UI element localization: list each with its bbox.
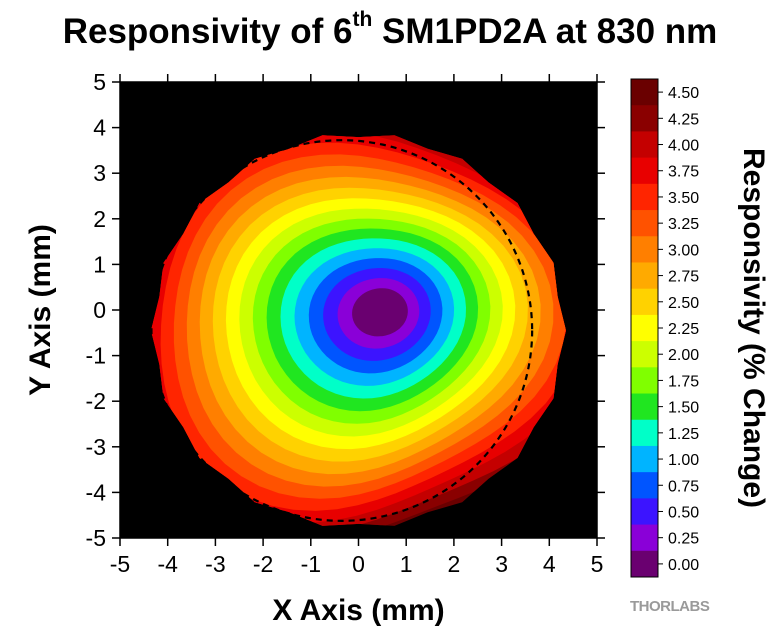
colorbar-swatch bbox=[631, 79, 658, 106]
y-axis-label: Y Axis (mm) bbox=[24, 224, 57, 396]
colorbar-swatch bbox=[631, 498, 658, 526]
x-tick-label: 3 bbox=[495, 551, 508, 577]
axes: -5 -4 -3 -2 -1 0 1 2 3 4 5 5 4 3 2 1 0 -1 -2 -3 -4 -5 bbox=[86, 69, 605, 577]
colorbar-frame bbox=[630, 78, 659, 578]
x-tick-label: 2 bbox=[448, 551, 461, 577]
y-tick-label: 1 bbox=[93, 251, 106, 277]
colorbar-tick-label: 4.50 bbox=[668, 85, 699, 102]
colorbar-swatch bbox=[631, 445, 658, 473]
colorbar: 4.50 4.25 4.00 3.75 3.50 3.25 3.00 2.75 2.50 2.25… bbox=[630, 78, 699, 578]
colorbar-swatch bbox=[631, 419, 658, 447]
reference-dashed-circle bbox=[150, 139, 534, 522]
colorbar-tick-label: 4.00 bbox=[668, 138, 699, 155]
y-tick-label: 2 bbox=[93, 206, 106, 232]
chart-title: Responsivity of 6th SM1PD2A at 830 nm bbox=[62, 8, 718, 51]
colorbar-tick-label: 0.75 bbox=[668, 478, 699, 495]
x-tick-label: 1 bbox=[400, 551, 413, 577]
y-tick-label: -3 bbox=[86, 434, 106, 460]
x-tick-label: 0 bbox=[352, 551, 365, 577]
colorbar-tick-label: 2.50 bbox=[668, 295, 699, 312]
y-tick-label: -4 bbox=[86, 479, 107, 505]
y-tick-label: 0 bbox=[93, 297, 106, 323]
colorbar-swatch bbox=[631, 105, 658, 132]
colorbar-tick-label: 2.00 bbox=[668, 347, 699, 364]
colorbar-swatch bbox=[631, 341, 658, 368]
thorlabs-logo: THORLABS bbox=[630, 598, 710, 615]
colorbar-tick-label: 0.50 bbox=[668, 504, 699, 521]
x-tick-label: 5 bbox=[591, 551, 604, 577]
y-tick-label: -1 bbox=[86, 343, 106, 369]
colorbar-tick-label: 1.25 bbox=[668, 426, 699, 443]
colorbar-swatch bbox=[631, 183, 658, 211]
colorbar-label: Responsivity (% Change) bbox=[737, 148, 770, 508]
colorbar-swatch bbox=[631, 236, 658, 263]
x-tick-label: -3 bbox=[205, 551, 225, 577]
colorbar-tick-label: 4.25 bbox=[668, 111, 699, 128]
colorbar-tick-label: 1.50 bbox=[668, 400, 699, 417]
colorbar-swatch bbox=[631, 524, 658, 552]
colorbar-tick-label: 2.25 bbox=[668, 321, 699, 338]
colorbar-tick-label: 3.25 bbox=[668, 216, 699, 233]
colorbar-swatch bbox=[631, 131, 658, 159]
colorbar-swatch bbox=[631, 210, 658, 237]
y-tick-label: -5 bbox=[86, 525, 106, 551]
colorbar-swatch bbox=[631, 314, 658, 342]
colorbar-tick-label: 1.75 bbox=[668, 373, 699, 390]
y-tick-label: 4 bbox=[93, 115, 106, 141]
y-tick-label: 5 bbox=[93, 69, 106, 95]
colorbar-swatch bbox=[631, 262, 658, 290]
colorbar-tick-label: 1.00 bbox=[668, 452, 699, 469]
x-tick-label: -4 bbox=[157, 551, 178, 577]
x-tick-label: -5 bbox=[110, 551, 130, 577]
colorbar-tick-label: 3.50 bbox=[668, 190, 699, 207]
colorbar-tick-label: 3.00 bbox=[668, 242, 699, 259]
x-axis-label: X Axis (mm) bbox=[272, 594, 444, 627]
x-tick-label: -1 bbox=[301, 551, 321, 577]
colorbar-tick-label: 0.00 bbox=[668, 557, 699, 574]
colorbar-swatch bbox=[631, 288, 658, 316]
x-tick-label: -2 bbox=[253, 551, 273, 577]
y-tick-label: 3 bbox=[93, 160, 106, 186]
colorbar-swatch bbox=[631, 367, 658, 395]
contour-field bbox=[151, 135, 566, 526]
colorbar-swatch bbox=[631, 550, 658, 578]
colorbar-swatch bbox=[631, 157, 658, 185]
x-tick-label: 4 bbox=[543, 551, 556, 577]
contour-band-0.00 bbox=[352, 288, 408, 337]
colorbar-swatch bbox=[631, 472, 658, 499]
colorbar-tick-label: 3.75 bbox=[668, 164, 699, 181]
colorbar-tick-label: 0.25 bbox=[668, 531, 699, 548]
y-tick-label: -2 bbox=[86, 388, 106, 414]
colorbar-swatch bbox=[631, 393, 658, 421]
colorbar-tick-label: 2.75 bbox=[668, 269, 699, 286]
